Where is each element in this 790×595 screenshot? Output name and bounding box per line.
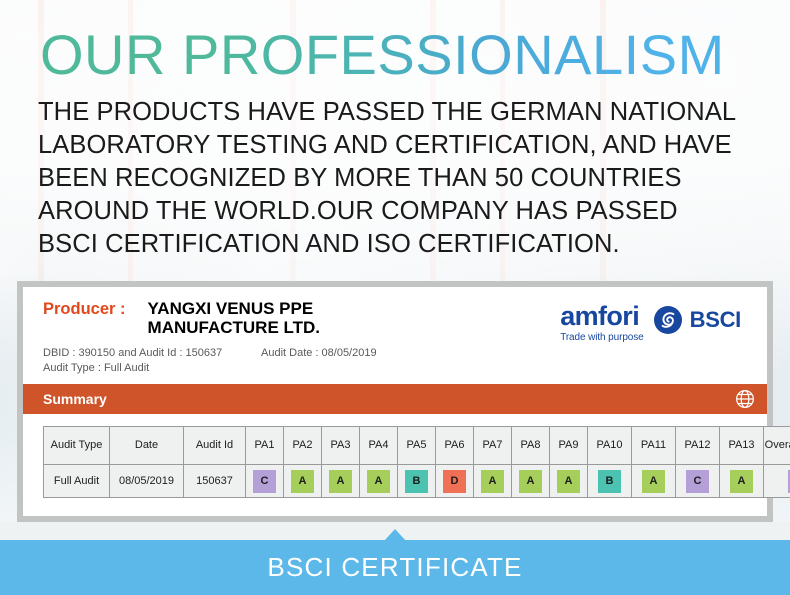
summary-bar: Summary [23,384,767,414]
cell-grade-pa5: B [397,464,436,498]
producer-name-line: YANGXI VENUS PPE [147,299,314,318]
th-date: Date [109,426,184,465]
th-pa5: PA5 [397,426,436,465]
cell-overall-rating: C [763,464,790,498]
cell-grade-pa10: B [587,464,632,498]
audit-date-text: Audit Date : 08/05/2019 [261,347,377,359]
grade-badge: A [367,469,390,493]
cell-grade-pa6: D [435,464,474,498]
th-audit-id: Audit Id [183,426,246,465]
producer-row: Producer : YANGXI VENUS PPE MANUFACTURE … [43,299,747,343]
intro-line: THE PRODUCTS HAVE PASSED THE GERMAN NATI… [38,98,737,126]
intro-line: LABORATORY TESTING AND CERTIFICATION, AN… [38,131,732,159]
th-pa8: PA8 [511,426,550,465]
th-pa10: PA10 [587,426,632,465]
th-pa12: PA12 [675,426,720,465]
grade-badge: A [730,469,753,493]
th-pa7: PA7 [473,426,512,465]
cell-grade-pa13: A [719,464,764,498]
th-overall-rating: Overall Rating [763,426,790,465]
cell-grade-pa3: A [321,464,360,498]
summary-label: Summary [43,391,107,407]
intro-paragraph: THE PRODUCTS HAVE PASSED THE GERMAN NATI… [38,96,762,261]
bsci-scheme-text: BSCI [689,307,742,332]
grade-badge: B [405,469,428,493]
ratings-table-wrapper: Audit Type Date Audit Id PA1 PA2 PA3 PA4… [43,426,790,498]
cell-grade-pa4: A [359,464,398,498]
th-pa3: PA3 [321,426,360,465]
grade-badge: A [642,469,665,493]
cell-audit-type: Full Audit [43,464,110,498]
grade-badge: A [519,469,542,493]
ratings-table: Audit Type Date Audit Id PA1 PA2 PA3 PA4… [43,426,790,498]
th-pa2: PA2 [283,426,322,465]
cell-grade-pa9: A [549,464,588,498]
cell-grade-pa11: A [631,464,676,498]
audit-type-text: Audit Type : Full Audit [43,362,150,374]
th-pa13: PA13 [719,426,764,465]
producer-name: YANGXI VENUS PPE MANUFACTURE LTD. [148,299,321,337]
th-pa4: PA4 [359,426,398,465]
dbid-text: DBID : 390150 and Audit Id : 150637 [43,347,223,359]
producer-label: Producer : [43,300,126,318]
cell-grade-pa2: A [283,464,322,498]
grade-badge: A [557,469,580,493]
intro-line: AROUND THE WORLD.OUR COMPANY HAS PASSED [38,197,678,225]
cell-grade-pa12: C [675,464,720,498]
amfori-bsci-logo: amfori Trade with purpose BSCI [560,303,741,343]
globe-icon [735,389,755,409]
grade-badge: A [291,469,314,493]
amfori-spiral-icon [653,305,683,340]
banner-arrow [384,529,406,541]
grade-badge: A [329,469,352,493]
producer-name-line: MANUFACTURE LTD. [147,318,321,337]
audit-meta-line: DBID : 390150 and Audit Id : 150637 Audi… [43,346,747,361]
cell-grade-pa7: A [473,464,512,498]
th-pa11: PA11 [631,426,676,465]
bottom-banner: BSCI CERTIFICATE [0,540,790,595]
th-pa1: PA1 [245,426,284,465]
page-title: OUR PROFESSIONALISM [40,23,725,86]
table-header-row: Audit Type Date Audit Id PA1 PA2 PA3 PA4… [43,426,790,465]
th-audit-type: Audit Type [43,426,110,465]
overall-grade-badge: C [788,469,790,493]
audit-meta: DBID : 390150 and Audit Id : 150637 Audi… [43,346,747,376]
grade-badge: C [253,469,276,493]
certificate-frame: Producer : YANGXI VENUS PPE MANUFACTURE … [17,281,790,522]
cell-audit-id: 150637 [183,464,246,498]
table-row: Full Audit 08/05/2019 150637 C A A A B D… [43,464,790,498]
grade-badge: A [481,469,504,493]
intro-line: BEEN RECOGNIZED BY MORE THAN 50 COUNTRIE… [38,164,682,192]
cell-date: 08/05/2019 [109,464,184,498]
amfori-brand-text: amfori [560,301,640,331]
grade-badge: B [598,469,621,493]
intro-line: BSCI CERTIFICATION AND ISO CERTIFICATION… [38,230,620,258]
cell-grade-pa8: A [511,464,550,498]
cell-grade-pa1: C [245,464,284,498]
banner-label: BSCI CERTIFICATE [267,552,523,582]
grade-badge: D [443,469,466,493]
th-pa6: PA6 [435,426,474,465]
amfori-wordmark: amfori Trade with purpose [560,301,644,343]
audit-meta-line: Audit Type : Full Audit [43,361,747,376]
grade-badge: C [686,469,709,493]
amfori-tagline: Trade with purpose [560,332,644,343]
th-pa9: PA9 [549,426,588,465]
certificate-card: Producer : YANGXI VENUS PPE MANUFACTURE … [23,287,790,516]
